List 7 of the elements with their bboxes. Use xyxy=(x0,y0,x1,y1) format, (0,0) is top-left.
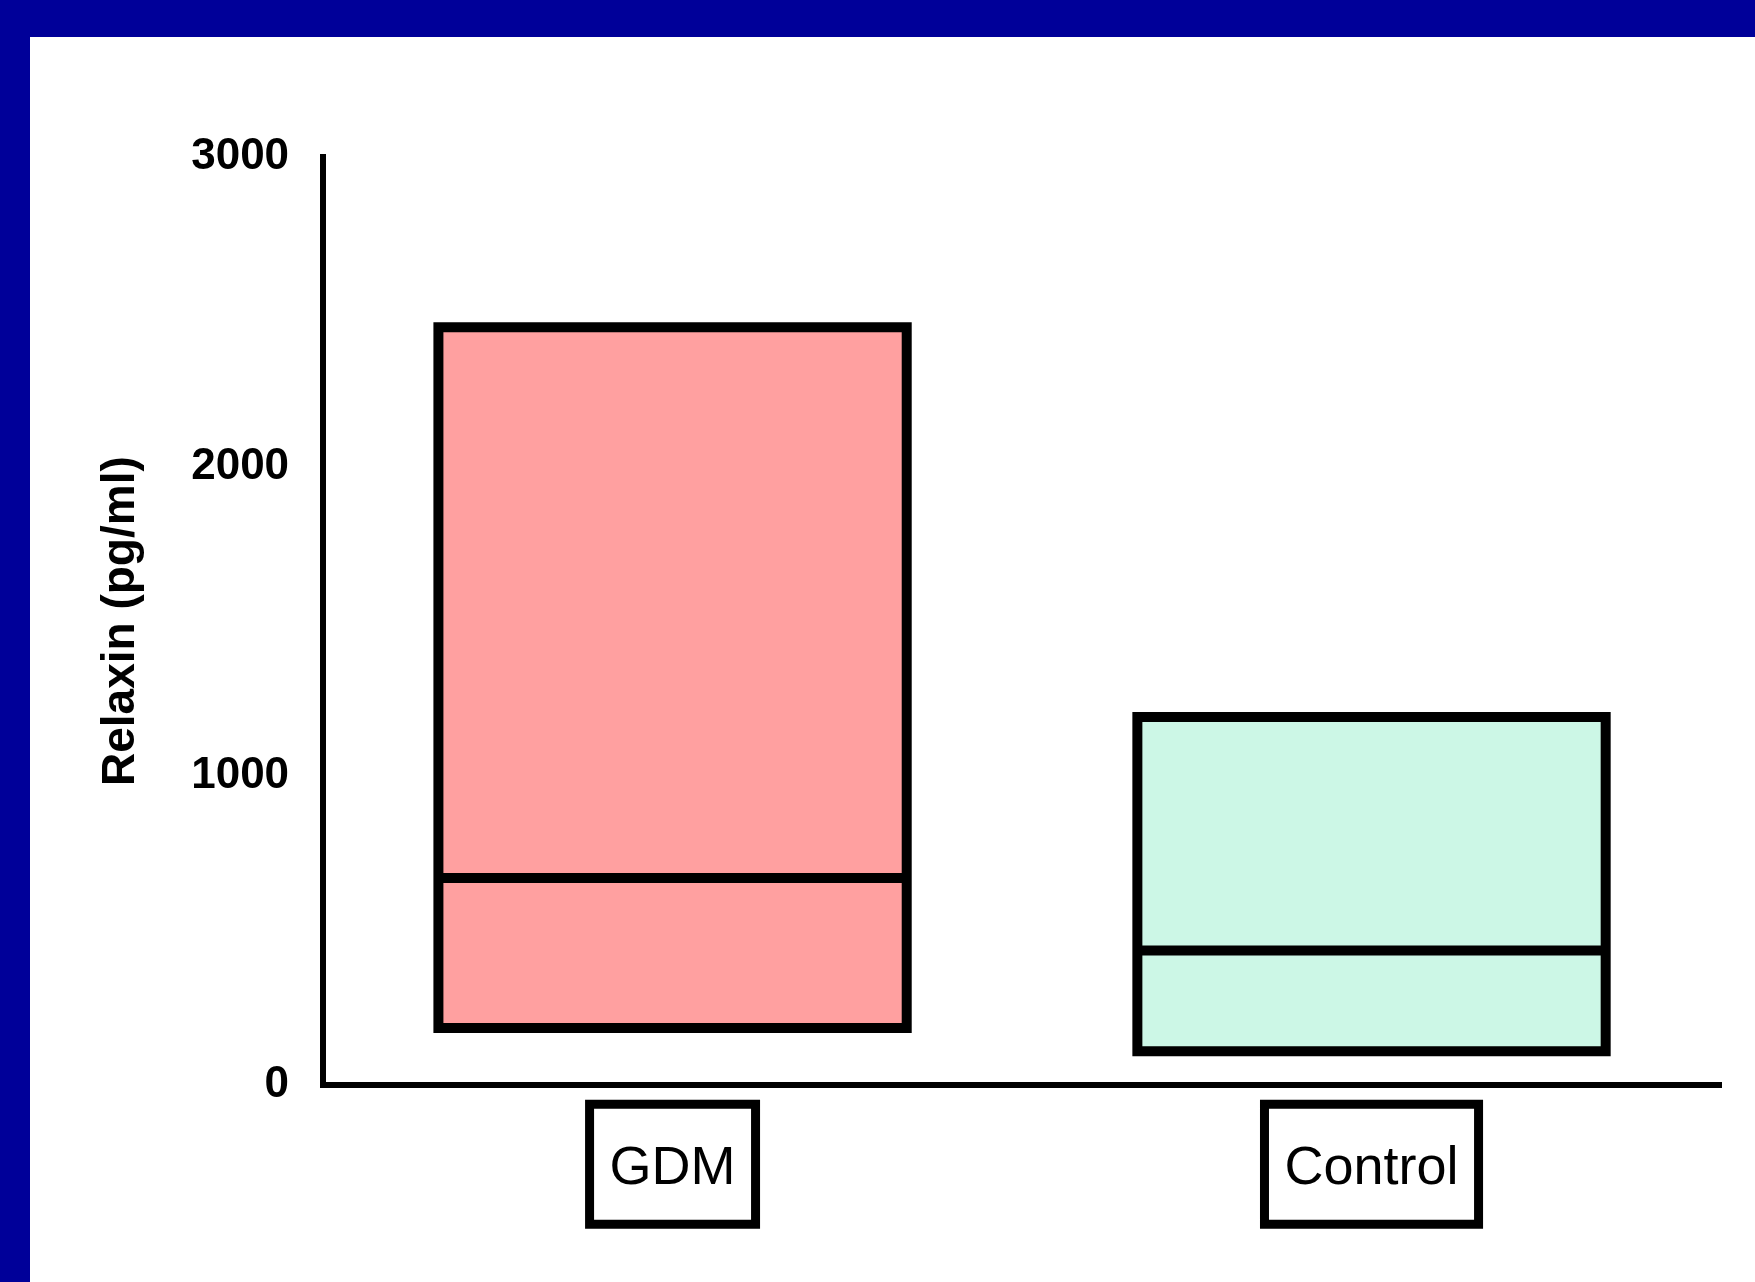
x-tick-label: Control xyxy=(1284,1135,1459,1196)
y-tick-label: 2000 xyxy=(191,438,290,488)
x-tick-label: GDM xyxy=(609,1135,736,1196)
y-axis-title: Relaxin (pg/ml) xyxy=(92,456,145,786)
y-tick-label: 0 xyxy=(264,1057,290,1107)
y-tick-label: 1000 xyxy=(191,747,290,797)
y-tick-label: 3000 xyxy=(191,129,290,179)
